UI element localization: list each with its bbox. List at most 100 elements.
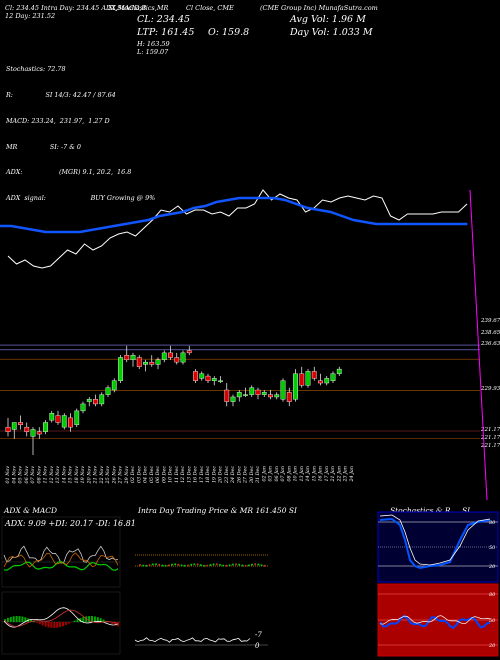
- header-line2: 12 Day: 231.52: [5, 12, 56, 20]
- intra-dot: [196, 563, 199, 566]
- date-label: 06 Dec: [155, 466, 161, 483]
- day-vol: Day Vol: 1.033 M: [290, 27, 373, 38]
- candle-body: [255, 389, 261, 395]
- adx-di-line: [3, 545, 119, 564]
- stoch-panel: 80 50 20: [377, 511, 499, 583]
- macd-bar: [85, 616, 88, 622]
- candle-body: [268, 394, 273, 398]
- macd-panel: [1, 591, 121, 655]
- intra-dot: [151, 563, 154, 566]
- intra-dot: [193, 563, 196, 566]
- intra-dot: [241, 564, 244, 567]
- macd-bar: [27, 618, 30, 622]
- date-label: 24 Jan: [349, 466, 355, 483]
- intra-dot: [206, 564, 209, 567]
- candle-body: [111, 380, 117, 391]
- macd-line: [3, 607, 119, 628]
- si-label: SI,Stochastics,MR: [108, 4, 169, 12]
- adx-minus-di-line: [3, 552, 119, 568]
- macd-bar: [44, 622, 47, 627]
- macd-bar: [73, 620, 76, 622]
- candle-body: [30, 429, 36, 437]
- intra-dot: [148, 564, 151, 567]
- date-label: 15 Nov: [68, 466, 74, 484]
- date-label: 08 Jan: [286, 466, 292, 482]
- si-panel: 80 50 20: [377, 583, 499, 657]
- date-label: 11 Dec: [174, 466, 180, 483]
- date-label: 03 Jan: [268, 466, 274, 482]
- candle-body: [49, 413, 55, 421]
- candle-body: [218, 380, 223, 382]
- price-axis-label: 221.17: [480, 435, 500, 441]
- date-label: 25 Nov: [105, 466, 111, 485]
- macd-bar: [38, 622, 41, 625]
- candle-body: [243, 394, 248, 396]
- date-label: 02 Dec: [130, 466, 136, 483]
- candle-body: [68, 417, 73, 428]
- candle-body: [280, 380, 286, 400]
- date-label: 01 Nov: [5, 466, 11, 484]
- high-value: H: 163.59: [137, 40, 170, 48]
- header-line1: Cl: 234.45 Intra Day: 234.45 ADX,MACD,B: [5, 4, 147, 12]
- intra-dot: [161, 564, 164, 567]
- ma-line: [0, 196, 468, 234]
- intra-dot: [219, 563, 221, 566]
- date-label: 12 Dec: [180, 466, 186, 483]
- macd-histogram: [4, 616, 120, 628]
- candle-body: [86, 399, 92, 402]
- macd-bar: [79, 618, 82, 622]
- candle-body: [136, 357, 142, 367]
- macd-bar: [50, 622, 53, 628]
- r-info: R: SI 14/3: 42.47 / 87.64: [6, 90, 116, 99]
- date-label: 21 Jan: [330, 466, 336, 483]
- stoch-info: Stochastics: 72.78: [6, 65, 66, 74]
- adx-info: ADX: (MGR) 9.1, 20.2, 16.8: [6, 168, 132, 177]
- intra-dot: [238, 563, 241, 566]
- cl-value: CL: 234.45: [137, 14, 191, 25]
- main-price-chart: 239.67 238.65 236.63 229.93 221.17 221.17 221.…: [0, 189, 500, 500]
- date-label: 20 Dec: [218, 466, 224, 484]
- date-label: 30 Dec: [249, 466, 255, 483]
- si-signal-line: [379, 615, 491, 625]
- macd-bar: [67, 622, 70, 624]
- macd-bar: [59, 622, 62, 628]
- signal-info: ADX signal: BUY Growing @ 9%: [6, 194, 156, 203]
- macd-bar: [111, 622, 114, 624]
- candle-body: [18, 422, 23, 426]
- candle-body: [149, 361, 155, 365]
- si-panel-title: SI: [462, 506, 471, 515]
- date-label: 04 Dec: [143, 466, 149, 483]
- candle-body: [311, 371, 317, 379]
- stoch-d-line: [379, 514, 491, 566]
- date-label: 23 Jan: [343, 466, 349, 483]
- intra-dot: [222, 564, 225, 567]
- date-label: 19 Dec: [211, 466, 217, 483]
- candle-body: [168, 352, 173, 358]
- candle-body: [93, 399, 98, 405]
- candle-body: [236, 392, 242, 398]
- date-label: 14 Nov: [61, 466, 67, 484]
- candle-body: [174, 357, 180, 363]
- si-axis-label: 80: [489, 592, 496, 598]
- intra-dot: [225, 564, 228, 567]
- macd-bar: [24, 617, 27, 622]
- intra-dot: [199, 564, 202, 567]
- intra-dot: [190, 563, 193, 566]
- candle-body: [11, 422, 17, 430]
- macd-bar: [105, 620, 108, 622]
- candle-body: [261, 392, 267, 395]
- date-label: 05 Dec: [149, 466, 155, 483]
- indicator-info: Stochastics: 72.78 R: SI 14/3: 42.47 / 8…: [6, 48, 155, 211]
- candle-body: [99, 394, 105, 405]
- candle-body: [286, 392, 292, 402]
- candle-body: [274, 394, 280, 398]
- date-label: 16 Dec: [193, 466, 199, 483]
- close-line: [7, 189, 468, 269]
- intra-dot: [257, 563, 260, 566]
- date-label: 29 Nov: [124, 466, 130, 485]
- cut-line: [469, 189, 488, 500]
- candle-body: [224, 389, 230, 402]
- macd-bar: [47, 622, 50, 628]
- si-axis-label: 50: [489, 618, 496, 624]
- intra-dot: [183, 564, 186, 567]
